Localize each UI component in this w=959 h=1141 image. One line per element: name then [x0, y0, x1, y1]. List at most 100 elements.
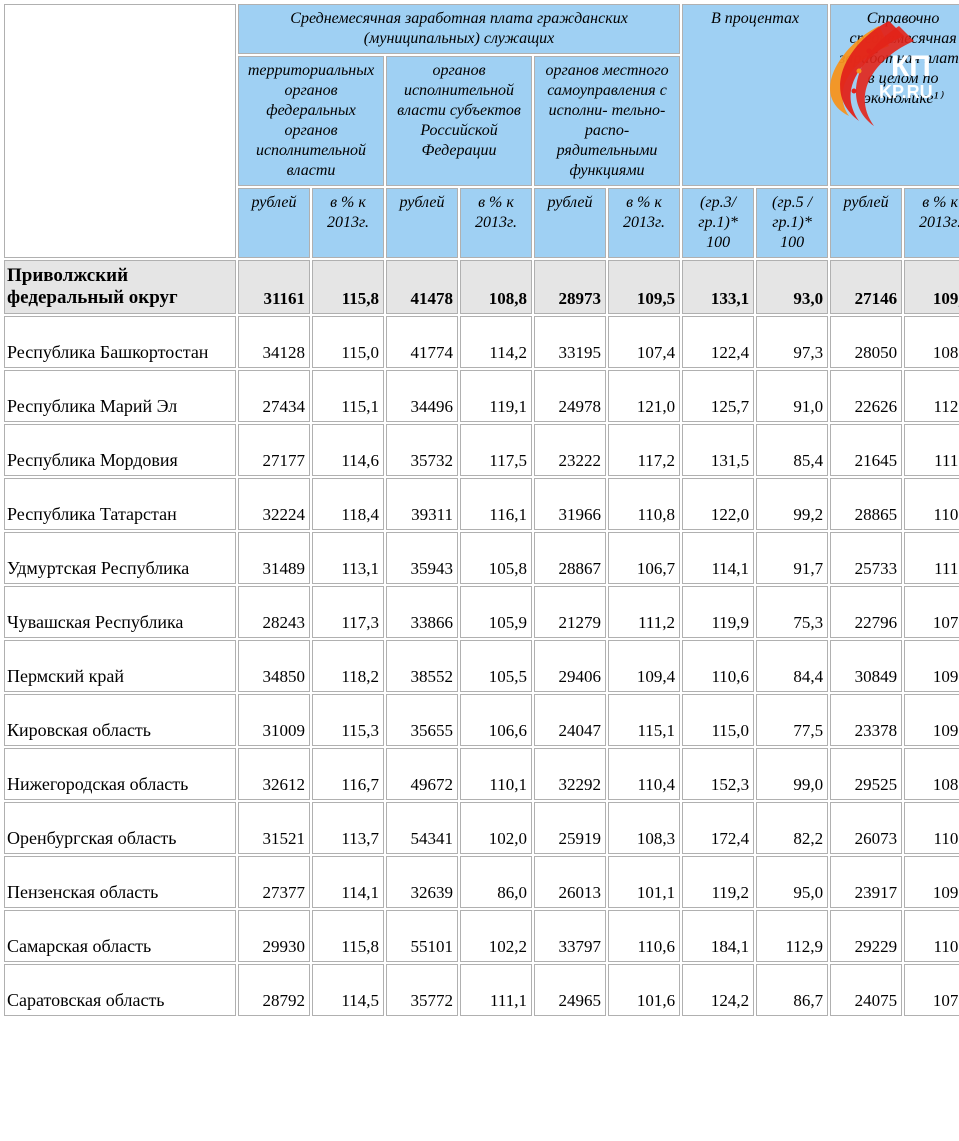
cell-value: 133,1 [682, 260, 754, 314]
cell-value: 113,7 [312, 802, 384, 854]
table-header: Среднемесячная заработная плата гражданс… [4, 4, 959, 258]
header-col-rub: рублей [830, 188, 902, 258]
cell-value: 34128 [238, 316, 310, 368]
cell-value: 31161 [238, 260, 310, 314]
cell-value: 29229 [830, 910, 902, 962]
cell-value: 109,3 [904, 640, 959, 692]
header-group-percent: В процентах [682, 4, 828, 186]
cell-value: 33195 [534, 316, 606, 368]
cell-value: 24047 [534, 694, 606, 746]
region-name: Пензенская область [4, 856, 236, 908]
cell-value: 109,5 [608, 260, 680, 314]
cell-value: 28865 [830, 478, 902, 530]
region-name: Республика Татарстан [4, 478, 236, 530]
cell-value: 105,5 [460, 640, 532, 692]
header-sub-federal: территориальных органов федеральных орга… [238, 56, 384, 186]
cell-value: 109,1 [904, 694, 959, 746]
cell-value: 116,1 [460, 478, 532, 530]
cell-value: 31489 [238, 532, 310, 584]
header-col-ratio2: (гр.5 / гр.1)* 100 [756, 188, 828, 258]
header-col-pct: в % к 2013г. [312, 188, 384, 258]
cell-value: 91,0 [756, 370, 828, 422]
cell-value: 31009 [238, 694, 310, 746]
cell-value: 125,7 [682, 370, 754, 422]
region-name: Республика Башкортостан [4, 316, 236, 368]
header-group-salary: Среднемесячная заработная плата гражданс… [238, 4, 680, 54]
cell-value: 32612 [238, 748, 310, 800]
cell-value: 27434 [238, 370, 310, 422]
table-row: Удмуртская Республика31489113,135943105,… [4, 532, 959, 584]
cell-value: 124,2 [682, 964, 754, 1016]
cell-value: 29525 [830, 748, 902, 800]
cell-value: 116,7 [312, 748, 384, 800]
cell-value: 23917 [830, 856, 902, 908]
cell-value: 38552 [386, 640, 458, 692]
cell-value: 49672 [386, 748, 458, 800]
cell-value: 24965 [534, 964, 606, 1016]
cell-value: 122,4 [682, 316, 754, 368]
cell-value: 114,6 [312, 424, 384, 476]
cell-value: 111,1 [460, 964, 532, 1016]
cell-value: 22626 [830, 370, 902, 422]
summary-row: Приволжский федеральный округ31161115,84… [4, 260, 959, 314]
table-row: Оренбургская область31521113,754341102,0… [4, 802, 959, 854]
cell-value: 28973 [534, 260, 606, 314]
table-body: Приволжский федеральный округ31161115,84… [4, 260, 959, 1016]
table-row: Республика Мордовия27177114,635732117,52… [4, 424, 959, 476]
table-row: Пермский край34850118,238552105,52940610… [4, 640, 959, 692]
cell-value: 55101 [386, 910, 458, 962]
cell-value: 111,2 [608, 586, 680, 638]
cell-value: 109,8 [904, 856, 959, 908]
cell-value: 115,1 [608, 694, 680, 746]
header-col-pct: в % к 2013г. [608, 188, 680, 258]
cell-value: 111,2 [904, 424, 959, 476]
header-col-ratio1: (гр.3/ гр.1)* 100 [682, 188, 754, 258]
cell-value: 114,1 [312, 856, 384, 908]
cell-value: 28243 [238, 586, 310, 638]
cell-value: 22796 [830, 586, 902, 638]
cell-value: 108,4 [904, 316, 959, 368]
cell-value: 114,1 [682, 532, 754, 584]
cell-value: 28792 [238, 964, 310, 1016]
cell-value: 31966 [534, 478, 606, 530]
region-name: Чувашская Республика [4, 586, 236, 638]
cell-value: 41478 [386, 260, 458, 314]
cell-value: 23378 [830, 694, 902, 746]
cell-value: 24075 [830, 964, 902, 1016]
cell-value: 35772 [386, 964, 458, 1016]
cell-value: 110,6 [608, 910, 680, 962]
table-row: Кировская область31009115,335655106,6240… [4, 694, 959, 746]
cell-value: 112,9 [756, 910, 828, 962]
cell-value: 119,9 [682, 586, 754, 638]
cell-value: 108,7 [904, 748, 959, 800]
header-col-pct: в % к 2013г. [460, 188, 532, 258]
cell-value: 29406 [534, 640, 606, 692]
region-name: Пермский край [4, 640, 236, 692]
header-sub-regional: органов исполнительной власти субъектов … [386, 56, 532, 186]
cell-value: 26073 [830, 802, 902, 854]
cell-value: 99,2 [756, 478, 828, 530]
cell-value: 27377 [238, 856, 310, 908]
cell-value: 93,0 [756, 260, 828, 314]
cell-value: 91,7 [756, 532, 828, 584]
cell-value: 21645 [830, 424, 902, 476]
cell-value: 119,1 [460, 370, 532, 422]
cell-value: 35655 [386, 694, 458, 746]
cell-value: 119,2 [682, 856, 754, 908]
cell-value: 111,9 [904, 532, 959, 584]
cell-value: 25733 [830, 532, 902, 584]
table-row: Нижегородская область32612116,749672110,… [4, 748, 959, 800]
cell-value: 29930 [238, 910, 310, 962]
header-col-rub: рублей [386, 188, 458, 258]
region-name: Республика Марий Эл [4, 370, 236, 422]
table-row: Республика Марий Эл27434115,134496119,12… [4, 370, 959, 422]
region-name: Удмуртская Республика [4, 532, 236, 584]
cell-value: 110,8 [608, 478, 680, 530]
cell-value: 115,8 [312, 910, 384, 962]
cell-value: 39311 [386, 478, 458, 530]
cell-value: 32292 [534, 748, 606, 800]
cell-value: 112,3 [904, 370, 959, 422]
table-row: Самарская область29930115,855101102,2337… [4, 910, 959, 962]
cell-value: 114,5 [312, 964, 384, 1016]
cell-value: 107,4 [608, 316, 680, 368]
